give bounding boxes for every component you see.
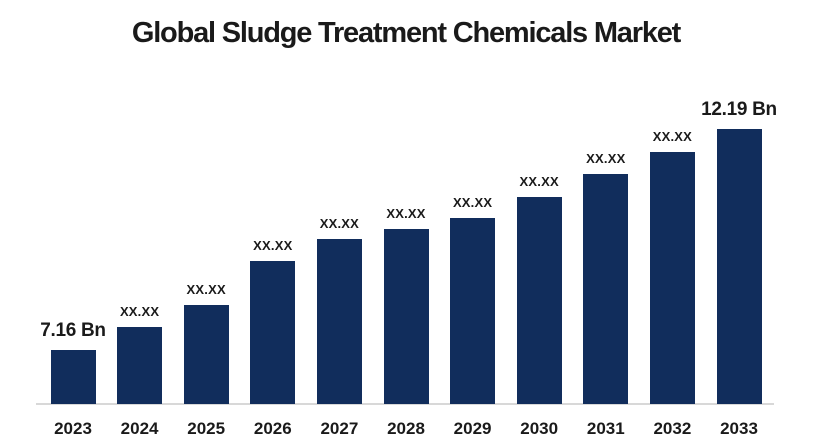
bar-value-label-2025: XX.XX bbox=[186, 281, 226, 297]
bar-value-label-2026: XX.XX bbox=[253, 237, 293, 253]
bar-2028 bbox=[383, 229, 429, 404]
bar-2032 bbox=[649, 152, 695, 404]
bar-2023 bbox=[50, 350, 96, 404]
bar-2031 bbox=[583, 174, 629, 404]
bar-2029 bbox=[450, 218, 496, 404]
bar-2033 bbox=[716, 129, 762, 404]
bar-value-label-2027: XX.XX bbox=[319, 215, 360, 231]
x-axis-tick-label-2032: 2032 bbox=[653, 419, 692, 438]
bar-2024 bbox=[117, 327, 163, 404]
x-axis-tick-label-2027: 2027 bbox=[320, 419, 359, 438]
chart-title: Global Sludge Treatment Chemicals Market bbox=[131, 17, 681, 49]
x-axis-tick-label-2033: 2033 bbox=[720, 419, 758, 438]
bar-value-label-2032: XX.XX bbox=[652, 128, 693, 144]
x-axis-tick-label-2031: 2031 bbox=[586, 419, 625, 438]
bar-2025 bbox=[183, 305, 229, 404]
x-axis-tick-label-2028: 2028 bbox=[387, 419, 425, 438]
x-axis-tick-label-2025: 2025 bbox=[187, 419, 226, 438]
x-axis-tick-label-2026: 2026 bbox=[253, 419, 292, 438]
x-axis-tick-label-2023: 2023 bbox=[54, 419, 92, 438]
bar-2026 bbox=[250, 261, 296, 404]
bar-2030 bbox=[516, 197, 562, 404]
x-axis-tick-label-2030: 2030 bbox=[520, 419, 559, 438]
bar-value-label-2033: 12.19 Bn bbox=[701, 99, 777, 121]
bar-value-label-2029: XX.XX bbox=[452, 194, 493, 210]
x-axis-tick-label-2024: 2024 bbox=[120, 419, 159, 438]
x-axis-line bbox=[36, 403, 774, 405]
bar-value-label-2031: XX.XX bbox=[586, 150, 626, 166]
bar-2027 bbox=[316, 239, 362, 404]
x-axis-tick-label-2029: 2029 bbox=[453, 419, 492, 438]
bar-value-label-2028: XX.XX bbox=[386, 205, 426, 221]
bar-value-label-2030: XX.XX bbox=[519, 173, 559, 189]
bar-value-label-2024: XX.XX bbox=[119, 303, 160, 319]
bar-value-label-2023: 7.16 Bn bbox=[40, 320, 106, 342]
